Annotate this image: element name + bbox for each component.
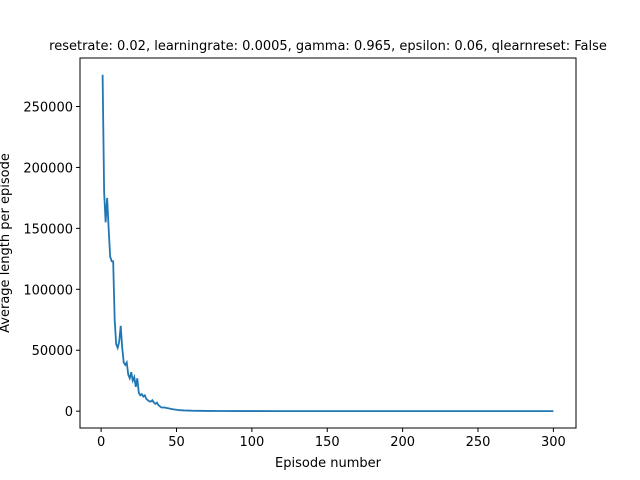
series-line bbox=[101, 74, 554, 413]
x-tick-label: 300 bbox=[541, 435, 566, 450]
x-axis: 0 50 100 150 200 250 300 bbox=[97, 428, 566, 450]
y-tick-label: 0 bbox=[65, 405, 73, 420]
x-tick-label: 150 bbox=[315, 435, 340, 450]
x-tick-label: 50 bbox=[168, 435, 185, 450]
y-tick-label: 100000 bbox=[23, 283, 73, 298]
x-tick-label: 200 bbox=[390, 435, 415, 450]
chart-title: resetrate: 0.02, learningrate: 0.0005, g… bbox=[49, 39, 607, 54]
y-tick-label: 150000 bbox=[23, 222, 73, 237]
y-tick-label: 200000 bbox=[23, 161, 73, 176]
x-axis-label: Episode number bbox=[275, 456, 382, 471]
x-tick-label: 0 bbox=[97, 435, 105, 450]
y-tick-label: 250000 bbox=[23, 101, 73, 116]
y-axis: 0 50000 100000 150000 200000 250000 bbox=[23, 101, 80, 420]
x-tick-label: 250 bbox=[466, 435, 491, 450]
y-tick-label: 50000 bbox=[32, 344, 73, 359]
y-axis-label: Average length per episode bbox=[0, 153, 13, 333]
plot-area bbox=[79, 57, 577, 429]
x-tick-label: 100 bbox=[239, 435, 264, 450]
plot-frame bbox=[79, 57, 577, 429]
